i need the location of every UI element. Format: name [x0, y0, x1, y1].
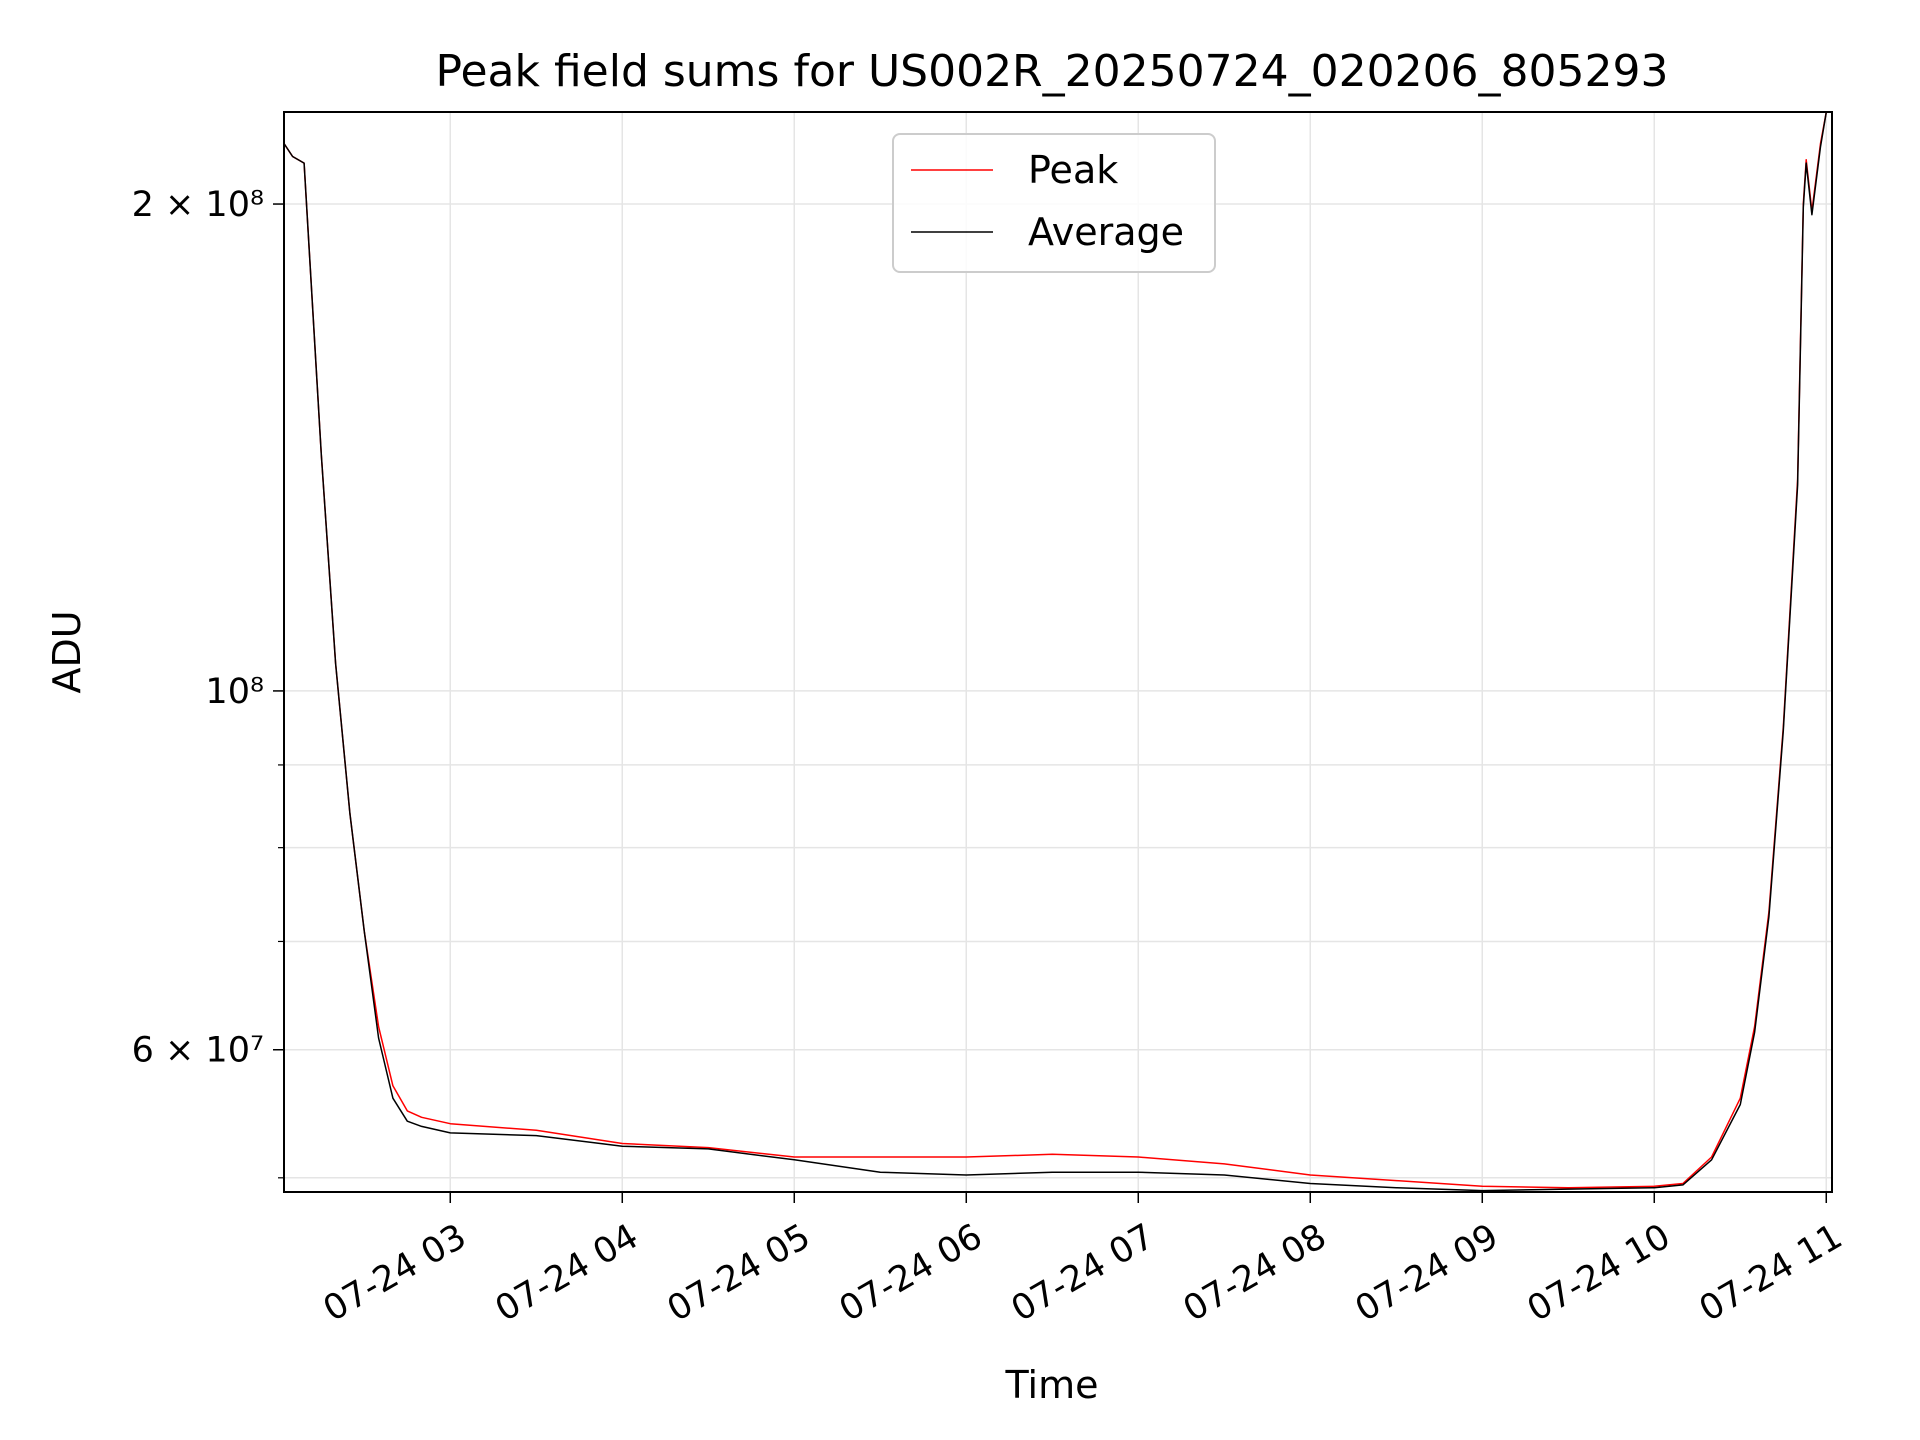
chart-title: Peak field sums for US002R_20250724_0202…: [435, 46, 1668, 97]
y-tick-label: 2 × 10⁸: [132, 185, 264, 225]
legend-label-peak: Peak: [1028, 148, 1118, 192]
series-line-average: [284, 112, 1828, 1192]
y-tick-label: 10⁸: [205, 672, 264, 712]
y-axis: 2 × 10⁸ 10⁸ 6 × 10⁷: [132, 185, 284, 1179]
legend: Peak Average: [892, 133, 1216, 273]
plot-lines: [284, 112, 1828, 1192]
plot-frame: [283, 111, 1833, 1193]
legend-label-average: Average: [1028, 210, 1184, 254]
y-axis-label: ADU: [45, 610, 89, 693]
legend-box: [892, 133, 1216, 273]
y-tick-label: 6 × 10⁷: [132, 1031, 264, 1071]
x-axis-label: Time: [1005, 1363, 1099, 1407]
